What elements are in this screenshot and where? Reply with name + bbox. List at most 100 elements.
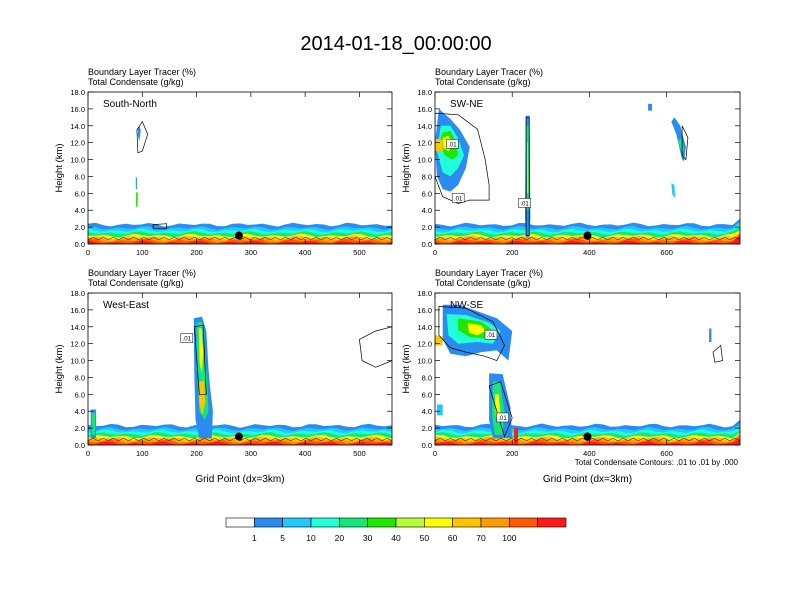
condensate-contour: [438, 306, 505, 362]
y-tick-label: 12.0: [417, 139, 432, 148]
colorbar-segment: [424, 517, 453, 528]
tracer-field: [671, 183, 676, 198]
contour-label: .01: [448, 142, 457, 148]
condensate-contour: [359, 326, 392, 368]
x-axis-label: Grid Point (dx=3km): [543, 474, 632, 485]
y-tick-label: 8.0: [422, 172, 432, 181]
boundary-layer-band: [435, 436, 740, 445]
y-tick-label: 2.0: [422, 223, 432, 232]
y-tick-label: 18.0: [417, 289, 432, 298]
plot-frame: [87, 91, 393, 245]
y-tick-label: 16.0: [70, 306, 85, 315]
y-tick-label: 16.0: [417, 105, 432, 114]
y-tick-label: 8.0: [75, 172, 85, 181]
colorbar-segment: [395, 517, 425, 528]
y-axis-label: Height (km): [401, 344, 412, 393]
panel-subtitle-condensate: Total Condensate (g/kg): [435, 77, 531, 87]
y-tick-label: 14.0: [417, 323, 432, 332]
y-tick-label: 10.0: [417, 156, 432, 165]
panel-subtitle-condensate: Total Condensate (g/kg): [435, 278, 531, 288]
colorbar-label: 40: [391, 533, 401, 543]
plot-area: [435, 92, 740, 244]
figure-title: 2014-01-18_00:00:00: [300, 33, 491, 55]
x-axis-label: Grid Point (dx=3km): [195, 474, 284, 485]
y-tick-label: 4.0: [75, 206, 85, 215]
colorbar-segment: [480, 517, 510, 528]
colorbar-label: 60: [448, 533, 458, 543]
colorbar-label: 10: [306, 533, 316, 543]
x-tick-label: 100: [136, 449, 149, 458]
y-tick-label: 10.0: [70, 156, 85, 165]
tracer-field: [199, 380, 206, 416]
colorbar-segment: [452, 517, 482, 528]
tracer-field: [135, 191, 138, 208]
condensate-contour: [525, 116, 530, 236]
tracer-field: [135, 176, 137, 190]
colorbar-label: 50: [420, 533, 430, 543]
panel-south-north: Boundary Layer Tracer (%)Total Condensat…: [54, 67, 393, 257]
panel-west-east: Boundary Layer Tracer (%)Total Condensat…: [54, 268, 393, 485]
y-tick-label: 18.0: [70, 88, 85, 97]
plot-content: .01 .01: [435, 304, 740, 445]
panels: Boundary Layer Tracer (%)Total Condensat…: [54, 67, 741, 485]
colorbar-segment: [254, 517, 283, 528]
tracer-field: [648, 103, 652, 111]
y-tick-label: 12.0: [70, 340, 85, 349]
plot-area: [88, 293, 392, 445]
x-tick-label: 600: [660, 248, 673, 257]
panel-sw-ne: Boundary Layer Tracer (%)Total Condensat…: [401, 67, 741, 257]
x-tick-label: 200: [506, 248, 519, 257]
y-tick-label: 6.0: [75, 390, 85, 399]
y-axis-label: Height (km): [54, 344, 65, 393]
colorbar-segment: [537, 517, 567, 528]
y-tick-label: 18.0: [417, 88, 432, 97]
contour-label: .01: [520, 201, 529, 207]
contour-label-box: [496, 412, 509, 423]
contour-footnote: Total Condensate Contours: .01 to .01 by…: [575, 458, 739, 467]
x-tick-label: 400: [299, 449, 312, 458]
colorbar-label: 20: [335, 533, 345, 543]
y-tick-label: 12.0: [70, 139, 85, 148]
x-tick-label: 0: [433, 248, 437, 257]
boundary-layer-band: [88, 441, 392, 445]
panel-label: South-North: [103, 99, 157, 110]
y-tick-label: 0.0: [422, 441, 432, 450]
contour-label-box: [451, 193, 465, 203]
x-tick-label: 400: [299, 248, 312, 257]
panel-subtitle-tracer: Boundary Layer Tracer (%): [435, 67, 543, 77]
y-tick-label: 16.0: [70, 105, 85, 114]
panel-subtitle-condensate: Total Condensate (g/kg): [88, 278, 184, 288]
tracer-field: [467, 323, 486, 336]
contour-label: .01: [454, 196, 463, 202]
colorbar-label: 70: [476, 533, 486, 543]
boundary-layer-band: [88, 240, 392, 244]
y-axis-label: Height (km): [401, 143, 412, 192]
colorbar-segment: [310, 517, 340, 528]
x-tick-label: 500: [353, 248, 366, 257]
y-tick-label: 0.0: [422, 240, 432, 249]
x-tick-label: 400: [583, 248, 596, 257]
plot-area: [88, 92, 392, 244]
boundary-layer-band: [435, 235, 740, 244]
plot-content: .01 .01 .01: [435, 103, 740, 244]
tracer-field: [709, 328, 712, 342]
contour-label-box: [446, 139, 459, 149]
condensate-contour: [435, 112, 490, 204]
colorbar-label: 100: [502, 533, 516, 543]
condensate-contour: [194, 324, 207, 395]
x-tick-label: 300: [245, 449, 258, 458]
y-tick-label: 6.0: [422, 390, 432, 399]
x-tick-label: 200: [190, 449, 203, 458]
x-tick-label: 300: [245, 248, 258, 257]
colorbar-segment: [367, 517, 397, 528]
plot-frame: [434, 91, 741, 245]
plot-frame: [434, 292, 741, 446]
y-tick-label: 4.0: [422, 206, 432, 215]
x-tick-label: 500: [353, 449, 366, 458]
tracer-field: [137, 125, 141, 141]
x-tick-label: 0: [433, 449, 437, 458]
y-tick-label: 14.0: [417, 122, 432, 131]
y-tick-label: 16.0: [417, 306, 432, 315]
tracer-field: [198, 328, 204, 374]
